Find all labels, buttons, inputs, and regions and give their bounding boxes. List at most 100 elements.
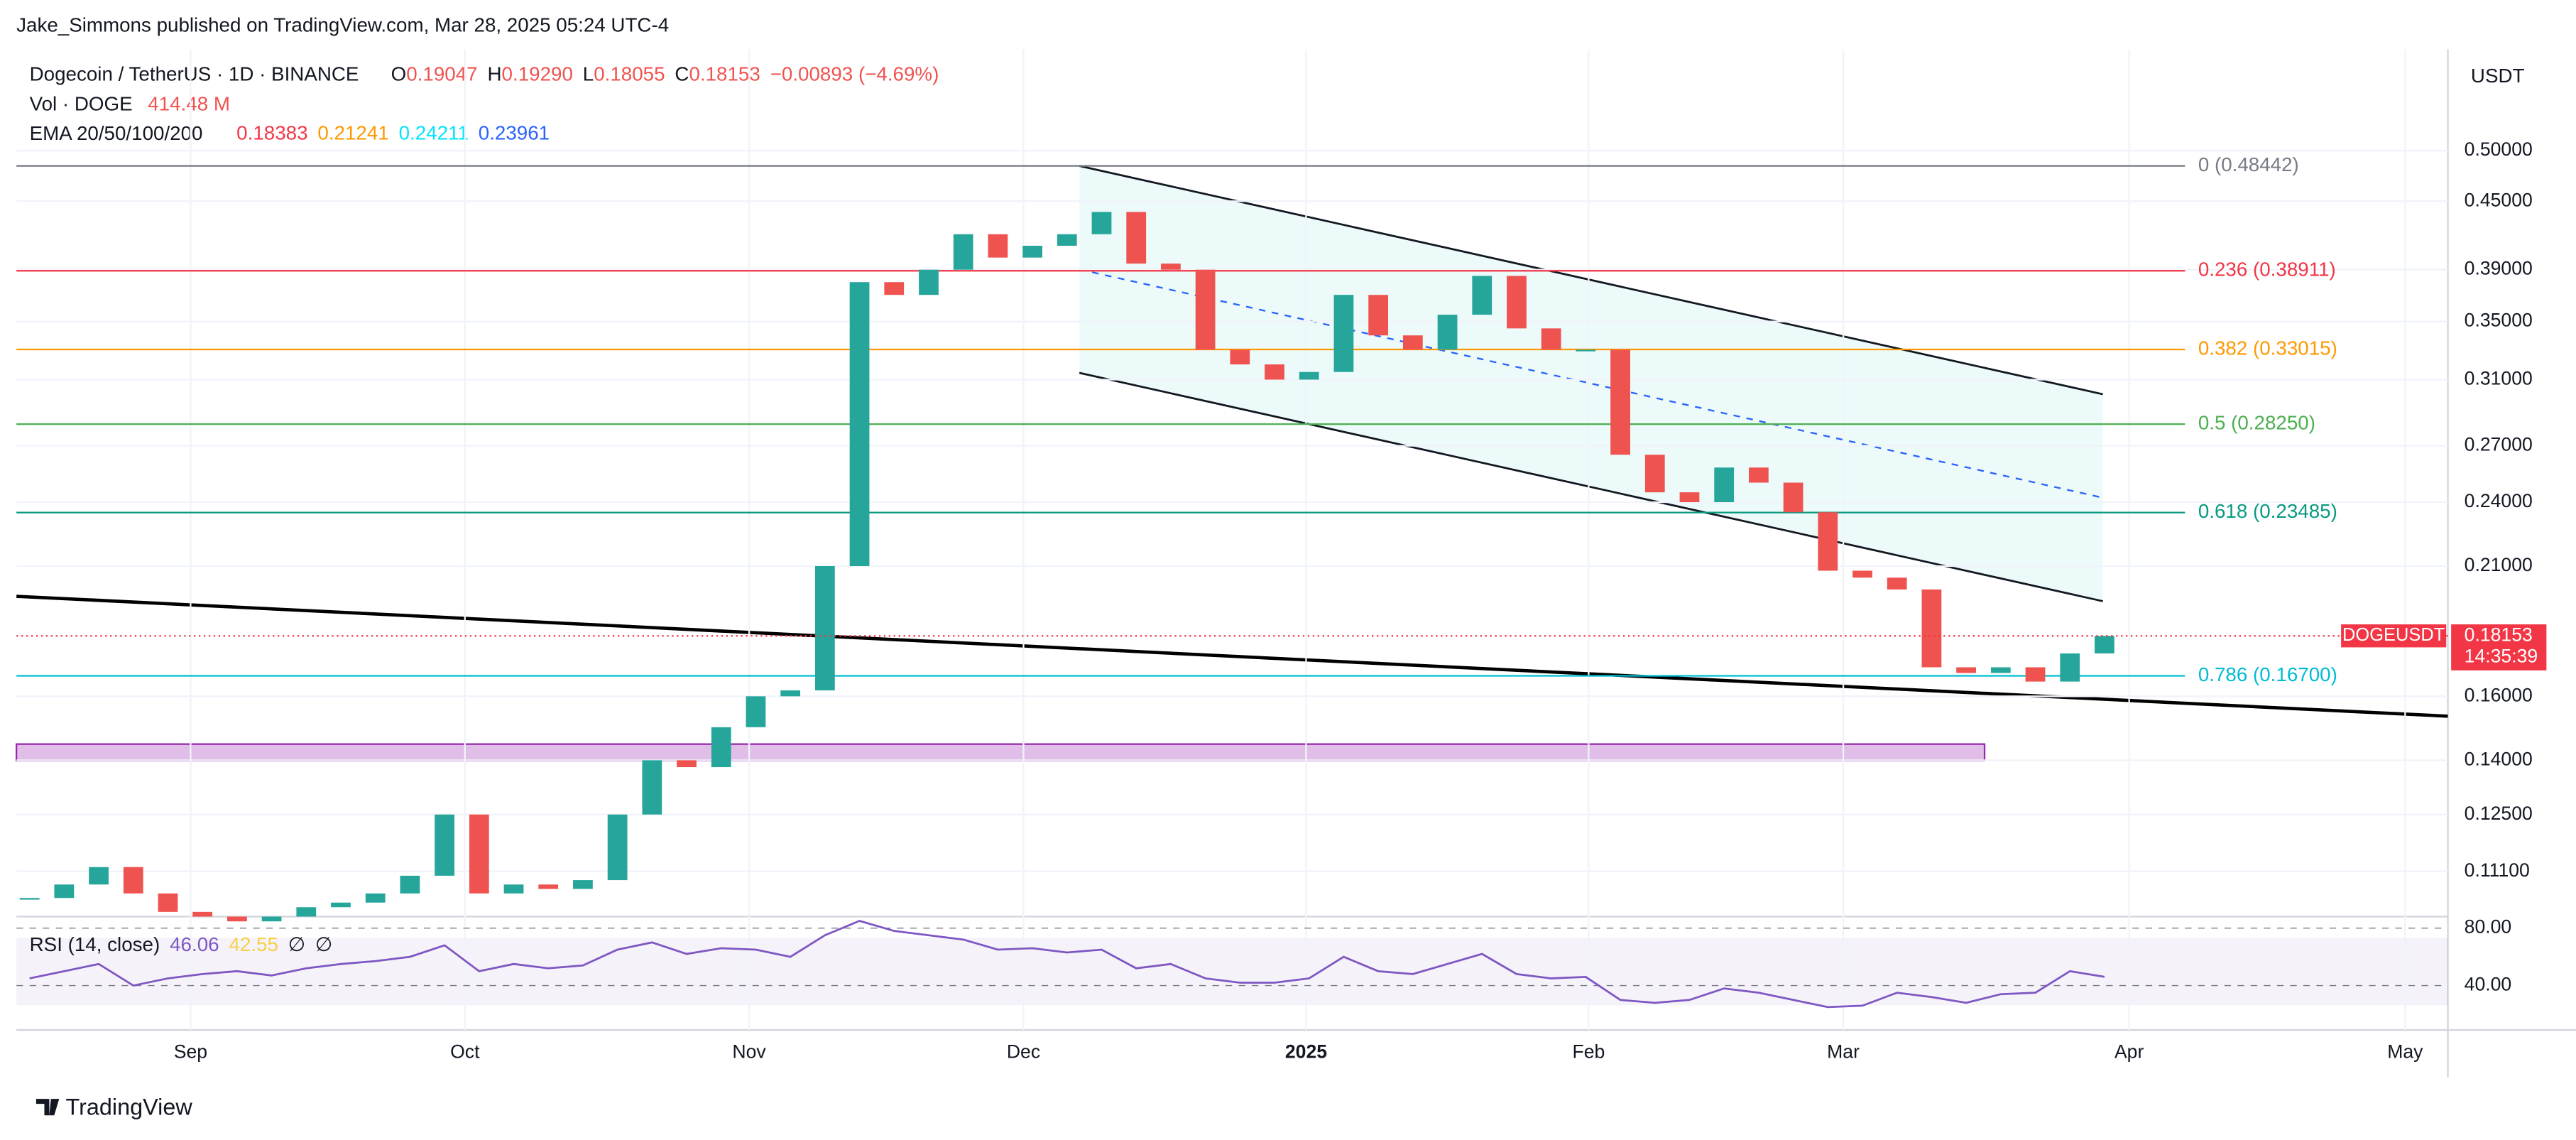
x-tick-label: Nov [732, 1041, 766, 1062]
candle [1610, 349, 1630, 455]
rsi-line [29, 920, 2105, 1009]
candle [919, 269, 939, 295]
candle [1437, 315, 1458, 350]
candle [607, 814, 628, 881]
candle [1126, 212, 1147, 264]
candle [435, 814, 454, 876]
footer: TradingView [66, 1095, 193, 1120]
volume-value: 414.48 M [148, 92, 230, 114]
channel-mid [1079, 268, 2103, 499]
candle [331, 902, 351, 908]
candle [1057, 234, 1077, 246]
candle [1783, 482, 1803, 513]
fib-label: 0 (0.48442) [2198, 153, 2299, 175]
candle [746, 696, 766, 727]
candle [1022, 245, 1042, 258]
ema-title: EMA 20/50/100/200 [30, 122, 203, 144]
candle [261, 916, 282, 922]
candle [1299, 371, 1319, 380]
x-tick-label: Feb [1573, 1041, 1605, 1062]
y-tick-label: 0.35000 [2465, 310, 2533, 331]
candle [1230, 349, 1250, 365]
rsi-title: RSI (14, close) [30, 933, 160, 955]
candle [296, 907, 317, 917]
channel-lower [1079, 371, 2103, 602]
fib-label: 0.5 (0.28250) [2198, 411, 2315, 433]
currency[interactable]: USDT [2471, 65, 2525, 87]
channel-upper [1079, 165, 2103, 396]
y-tick-label: 0.12500 [2465, 803, 2533, 824]
candle [1507, 276, 1527, 329]
y-tick-label: 0.16000 [2465, 684, 2533, 705]
candle [400, 875, 420, 894]
symbol-tag-text: DOGEUSDT [2342, 625, 2445, 645]
candle [988, 234, 1008, 258]
candle [1990, 667, 2011, 673]
candle [2060, 653, 2080, 682]
x-tick-label: Dec [1007, 1041, 1040, 1062]
tv-logo [36, 1099, 60, 1116]
candle [1091, 212, 1112, 234]
candle [642, 760, 662, 815]
candle [884, 282, 905, 295]
candle [1195, 269, 1216, 350]
fib-label: 0.786 (0.16700) [2198, 663, 2337, 685]
candle [780, 690, 801, 697]
ohlc-key: L [583, 63, 594, 85]
y-tick-label: 0.14000 [2465, 748, 2533, 769]
candle [1921, 589, 1942, 668]
x-tick-label: Apr [2114, 1041, 2144, 1062]
candle [1956, 667, 1977, 673]
candle [677, 760, 697, 768]
rsi-tick-label: 80.00 [2465, 916, 2512, 938]
ema-value: 0.23961 [479, 122, 550, 144]
candle [503, 884, 524, 894]
x-tick-label: May [2387, 1041, 2423, 1062]
legend-block: Dogecoin / TetherUS · 1D · BINANCE Vol ·… [30, 63, 359, 144]
candle [192, 911, 213, 917]
candle [227, 916, 247, 922]
candle [2025, 667, 2046, 682]
candle [814, 566, 835, 690]
candle [1749, 467, 1769, 483]
ohlc-value: 0.19047 [406, 63, 477, 85]
candle [538, 884, 559, 889]
candle [1576, 349, 1596, 352]
ema-value: 0.21241 [317, 122, 388, 144]
candle [1541, 328, 1561, 350]
fib-label: 0.236 (0.38911) [2198, 259, 2336, 281]
x-tick-label: 2025 [1285, 1041, 1327, 1062]
candle [54, 884, 75, 899]
change: −0.00893 (−4.69%) [770, 63, 939, 85]
candle [2095, 636, 2114, 653]
candle [1644, 455, 1665, 493]
rsi-na: ∅ [288, 933, 305, 955]
candle [1368, 295, 1389, 336]
publisher: Jake_Simmons published on TradingView.co… [16, 13, 669, 36]
candle [1714, 467, 1735, 503]
candle [123, 867, 143, 894]
y-tick-label: 0.39000 [2465, 258, 2533, 279]
rsi-na: ∅ [315, 933, 332, 955]
ohlc-key: H [487, 63, 501, 85]
candle [953, 234, 973, 270]
candle [1472, 276, 1492, 315]
y-tick-label: 0.11100 [2465, 859, 2530, 881]
symbol-tag [2341, 624, 2447, 648]
x-tick-label: Sep [174, 1041, 207, 1062]
ema-values: 0.18383 0.21241 0.24211 0.23961 [236, 122, 550, 144]
candle [1818, 512, 1838, 571]
rsi-value: 46.06 [170, 933, 219, 955]
candle [711, 727, 731, 768]
candle [469, 814, 489, 894]
ohlc-line: O0.19047 H0.19290 L0.18055 C0.18153 −0.00893… [391, 63, 939, 85]
rsi-tick-label: 40.00 [2465, 974, 2512, 995]
price-tag-text: 0.18153 [2465, 624, 2533, 645]
candle [1887, 577, 1907, 590]
y-tick-label: 0.27000 [2465, 434, 2533, 455]
candle [158, 893, 178, 912]
candle [573, 880, 593, 889]
ema-value: 0.18383 [236, 122, 307, 144]
ohlc-value: 0.19290 [502, 63, 573, 85]
